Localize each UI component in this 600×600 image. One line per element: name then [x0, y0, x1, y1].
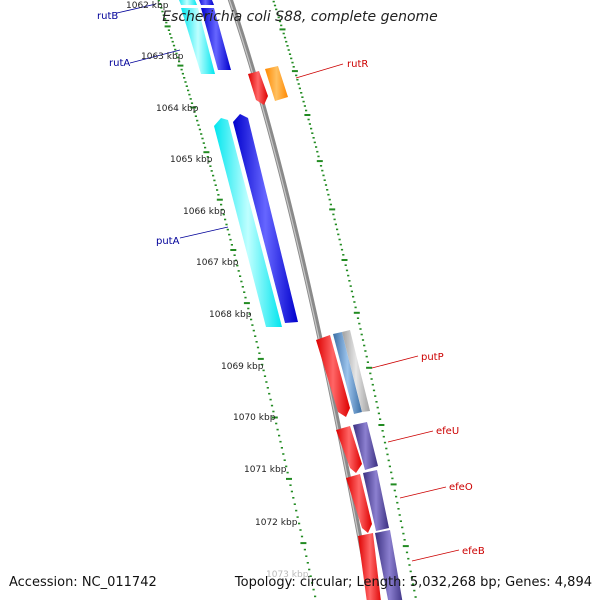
putP-misc-bar — [342, 330, 370, 412]
gene-label-rutR[interactable]: rutR — [347, 59, 368, 70]
efeU-cds-bar — [353, 422, 378, 470]
rutR-gene-bar — [248, 71, 268, 105]
genome-backbone-highlight — [228, 0, 371, 600]
rutB-gene-bar — [179, 0, 197, 5]
reverse-strand-features — [179, 0, 298, 327]
gene-label-rutB[interactable]: rutB — [97, 11, 118, 22]
tick-label: 1073 kbp — [266, 570, 309, 580]
efeO-gene-bar — [346, 474, 372, 533]
accession-footer: Accession: NC_011742 — [9, 575, 157, 590]
map-title: Escherichia coli S88, complete genome — [162, 9, 438, 25]
efeU-gene-bar — [336, 426, 362, 473]
tick-label: 1065 kbp — [170, 155, 213, 165]
gene-label-efeU[interactable]: efeU — [436, 426, 459, 437]
putA-cds-bar — [233, 114, 298, 323]
tick-marks — [157, 0, 417, 598]
rutR-orf-bar — [265, 66, 288, 101]
efeB-gene-bar — [358, 533, 381, 600]
gene-label-efeB[interactable]: efeB — [462, 546, 485, 557]
rutA-cds-bar — [201, 8, 231, 70]
tick-label: 1068 kbp — [209, 310, 252, 320]
rutA-gene-bar — [181, 8, 215, 74]
gene-label-rutA[interactable]: rutA — [109, 58, 130, 69]
tick-label: 1064 kbp — [156, 104, 199, 114]
tick-label: 1069 kbp — [221, 362, 264, 372]
tick-label: 1071 kbp — [244, 465, 287, 475]
gene-label-efeO[interactable]: efeO — [449, 482, 473, 493]
tick-label: 1070 kbp — [233, 413, 276, 423]
genome-summary-footer: Topology: circular; Length: 5,032,268 bp… — [234, 575, 592, 590]
putA-gene-bar — [214, 118, 282, 327]
label-leaders — [116, 3, 460, 562]
genome-backbone — [227, 0, 374, 600]
tick-label: 1062 kbp — [126, 1, 169, 11]
efeO-cds-bar — [363, 470, 389, 531]
putP-cds-bar — [333, 332, 362, 414]
tick-label: 1063 kbp — [141, 52, 184, 62]
rutB-cds-bar — [199, 0, 214, 5]
putP-gene-bar — [316, 335, 350, 417]
tick-label: 1066 kbp — [183, 207, 226, 217]
tick-label: 1072 kbp — [255, 518, 298, 528]
efeB-cds-bar — [375, 530, 403, 600]
gene-label-putA[interactable]: putA — [156, 236, 180, 247]
tick-label: 1067 kbp — [196, 258, 239, 268]
forward-strand-features — [248, 66, 403, 600]
gene-label-putP[interactable]: putP — [421, 352, 444, 363]
